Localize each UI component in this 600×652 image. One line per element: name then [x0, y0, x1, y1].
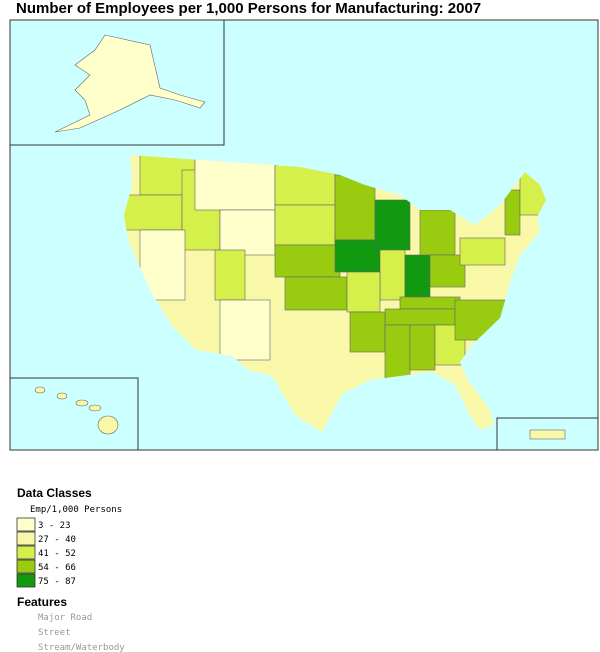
legend-subtitle: Emp/1,000 Persons — [30, 505, 122, 515]
legend-swatch — [16, 545, 36, 560]
alaska-inset — [9, 19, 225, 146]
legend-label: 41 - 52 — [38, 549, 76, 559]
feature-item: Street — [38, 628, 71, 638]
puerto-rico-inset — [496, 417, 599, 451]
legend-swatch — [16, 573, 36, 588]
legend-swatch — [16, 531, 36, 546]
legend: Data Classes Emp/1,000 Persons Features — [17, 486, 122, 609]
hawaii-inset — [9, 377, 139, 451]
legend-title: Data Classes — [17, 486, 92, 500]
legend-label: 3 - 23 — [38, 521, 71, 531]
map-title: Number of Employees per 1,000 Persons fo… — [16, 0, 481, 17]
legend-label: 54 - 66 — [38, 563, 76, 573]
legend-swatch — [16, 517, 36, 532]
features-title: Features — [17, 595, 67, 609]
legend-label: 75 - 87 — [38, 577, 76, 587]
legend-swatch — [16, 559, 36, 574]
feature-item: Stream/Waterbody — [38, 643, 125, 652]
feature-item: Major Road — [38, 613, 92, 623]
legend-label: 27 - 40 — [38, 535, 76, 545]
